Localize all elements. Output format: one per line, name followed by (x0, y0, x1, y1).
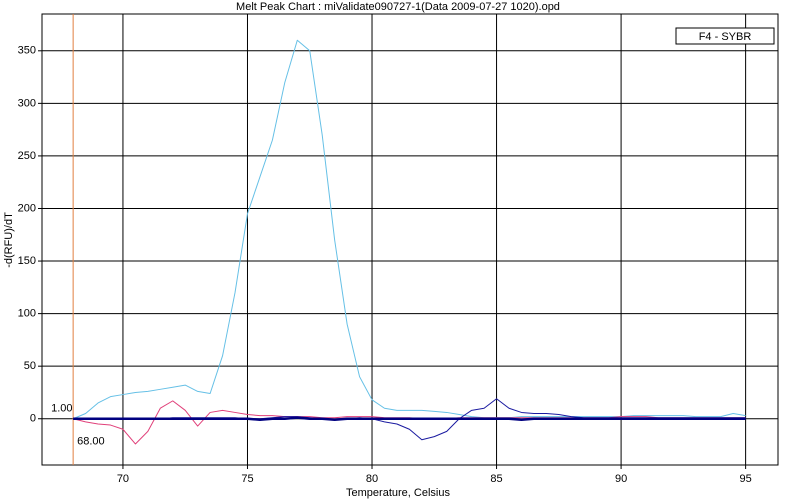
x-tick-label: 75 (241, 473, 253, 485)
series-line (73, 416, 746, 422)
plot-frame (41, 13, 779, 466)
y-axis-label: -d(RFU)/dT (3, 212, 15, 268)
x-tick-label: 90 (615, 473, 627, 485)
y-tick-label: 350 (18, 45, 36, 57)
legend-label: F4 - SYBR (699, 31, 752, 43)
y-tick-label: 50 (24, 360, 36, 372)
x-tick-label: 70 (117, 473, 129, 485)
y-tick-label: 200 (18, 202, 36, 214)
y-tick-label: 150 (18, 255, 36, 267)
y-tick-label: 300 (18, 97, 36, 109)
x-tick-label: 85 (490, 473, 502, 485)
y-tick-label: 100 (18, 308, 36, 320)
legend-box (675, 27, 775, 45)
series-line (72, 39, 746, 420)
chart-title: Melt Peak Chart : miValidate090727-1(Dat… (236, 1, 560, 13)
x-tick-label: 80 (366, 473, 378, 485)
y-tick-label: 250 (18, 150, 36, 162)
x-tick-label: 95 (739, 473, 751, 485)
cursor-y-label: 1.00 (51, 403, 72, 415)
x-axis-label: Temperature, Celsius (346, 487, 450, 499)
y-tick-label: 0 (30, 413, 36, 425)
cursor-x-label: 68.00 (77, 436, 105, 448)
